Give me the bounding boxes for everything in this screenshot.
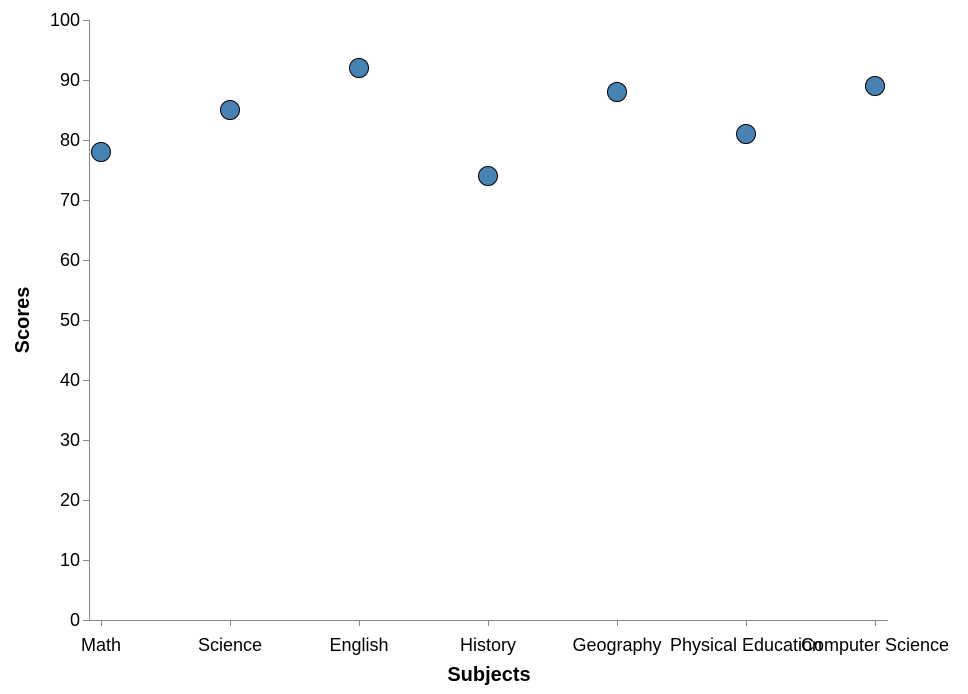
y-tick-label: 60 [60, 250, 80, 270]
x-tick-label: Computer Science [801, 635, 949, 655]
y-axis: 0 10 20 30 40 50 60 70 80 90 100 [50, 10, 90, 630]
x-tick-label: Math [81, 635, 121, 655]
y-tick-label: 90 [60, 70, 80, 90]
data-point [220, 100, 240, 120]
y-tick-label: 40 [60, 370, 80, 390]
y-tick-label: 70 [60, 190, 80, 210]
x-tick-label: Physical Education [670, 635, 822, 655]
data-point [478, 166, 498, 186]
data-point [349, 58, 369, 78]
data-point [865, 76, 885, 96]
x-tick-label: History [460, 635, 516, 655]
data-point [91, 142, 111, 162]
x-axis-title: Subjects [447, 664, 530, 686]
x-tick-label: Science [198, 635, 262, 655]
y-tick-label: 30 [60, 430, 80, 450]
y-tick-label: 100 [50, 10, 80, 30]
x-axis: Math Science English History Geography Physic… [81, 620, 949, 655]
x-tick-label: Geography [572, 635, 661, 655]
y-axis-title: Scores [12, 287, 34, 354]
data-points [91, 58, 885, 186]
x-tick-label: English [329, 635, 388, 655]
y-tick-label: 0 [70, 610, 80, 630]
y-tick-label: 80 [60, 130, 80, 150]
data-point [607, 82, 627, 102]
y-tick-label: 50 [60, 310, 80, 330]
data-point [736, 124, 756, 144]
y-tick-label: 20 [60, 490, 80, 510]
y-tick-label: 10 [60, 550, 80, 570]
